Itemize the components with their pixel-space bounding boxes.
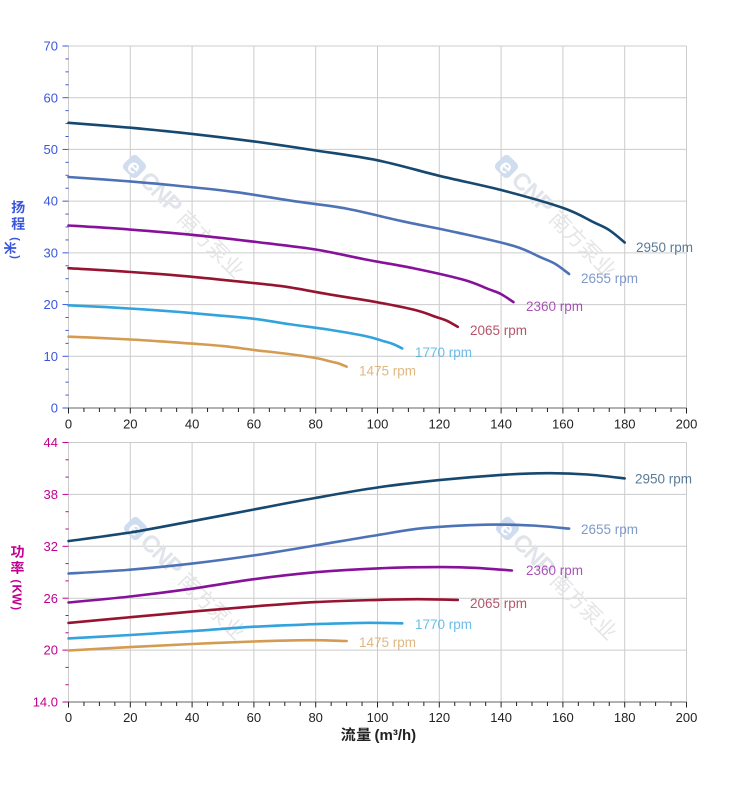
svg-text:2360 rpm: 2360 rpm <box>526 299 583 314</box>
svg-text:120: 120 <box>428 710 450 725</box>
svg-text:140: 140 <box>490 416 512 431</box>
svg-text:180: 180 <box>614 710 636 725</box>
svg-text:2065 rpm: 2065 rpm <box>470 323 527 338</box>
svg-text:1475 rpm: 1475 rpm <box>359 635 416 650</box>
svg-text:100: 100 <box>367 710 389 725</box>
svg-text:20: 20 <box>44 643 58 658</box>
svg-text:50: 50 <box>44 142 58 157</box>
svg-text:(m³/h): (m³/h) <box>375 727 417 744</box>
svg-text:40: 40 <box>185 710 199 725</box>
svg-text:44: 44 <box>44 435 58 450</box>
svg-text:160: 160 <box>552 710 574 725</box>
svg-text:2360 rpm: 2360 rpm <box>526 563 583 578</box>
svg-text:26: 26 <box>44 591 58 606</box>
svg-text:14.0: 14.0 <box>33 695 58 710</box>
svg-text:60: 60 <box>44 90 58 105</box>
svg-text:32: 32 <box>44 539 58 554</box>
svg-text:2950 rpm: 2950 rpm <box>635 472 692 487</box>
svg-text:140: 140 <box>490 710 512 725</box>
svg-text:KW: KW <box>10 584 24 605</box>
svg-text:20: 20 <box>123 416 137 431</box>
svg-text:80: 80 <box>308 416 322 431</box>
svg-text:0: 0 <box>65 416 72 431</box>
svg-text:40: 40 <box>185 416 199 431</box>
svg-text:): ) <box>10 606 22 610</box>
svg-text:38: 38 <box>44 487 58 502</box>
svg-text:80: 80 <box>308 710 322 725</box>
svg-text:200: 200 <box>676 710 698 725</box>
svg-text:0: 0 <box>65 710 72 725</box>
svg-text:160: 160 <box>552 416 574 431</box>
svg-text:2655 rpm: 2655 rpm <box>581 271 638 286</box>
svg-text:70: 70 <box>44 39 58 54</box>
svg-text:180: 180 <box>614 416 636 431</box>
svg-text:20: 20 <box>123 710 137 725</box>
svg-text:(: ( <box>9 237 21 241</box>
svg-text:60: 60 <box>247 416 261 431</box>
svg-text:40: 40 <box>44 194 58 209</box>
svg-text:0: 0 <box>51 401 58 416</box>
svg-text:1770 rpm: 1770 rpm <box>415 345 472 360</box>
svg-text:20: 20 <box>44 297 58 312</box>
svg-text:100: 100 <box>367 416 389 431</box>
svg-text:1475 rpm: 1475 rpm <box>359 363 416 378</box>
svg-text:200: 200 <box>676 416 698 431</box>
svg-text:(: ( <box>10 580 22 584</box>
svg-text:1770 rpm: 1770 rpm <box>415 617 472 632</box>
svg-text:60: 60 <box>247 710 261 725</box>
svg-text:): ) <box>9 255 21 259</box>
svg-text:2950 rpm: 2950 rpm <box>636 240 693 255</box>
svg-text:30: 30 <box>44 246 58 261</box>
svg-text:2065 rpm: 2065 rpm <box>470 596 527 611</box>
svg-text:120: 120 <box>428 416 450 431</box>
svg-text:2655 rpm: 2655 rpm <box>581 522 638 537</box>
svg-text:10: 10 <box>44 349 58 364</box>
